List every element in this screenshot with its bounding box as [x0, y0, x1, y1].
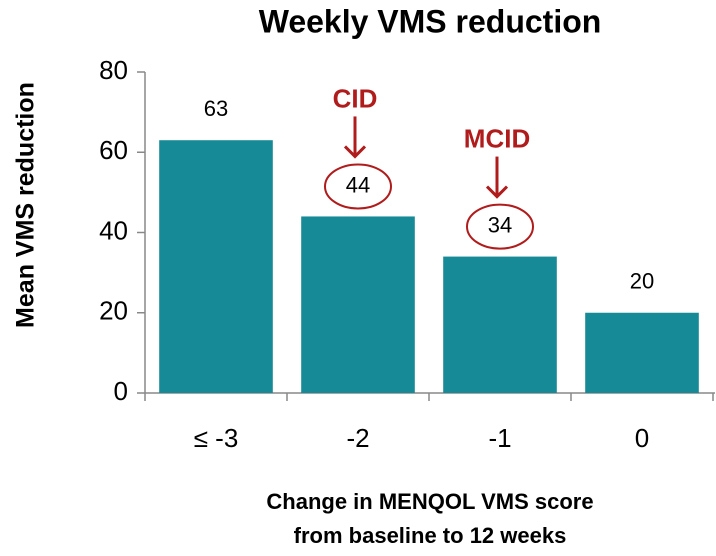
- y-tick-label: 80: [99, 55, 128, 85]
- x-axis-title: Change in MENQOL VMS score: [266, 489, 593, 514]
- value-label: 44: [346, 172, 370, 197]
- y-tick-label: 40: [99, 215, 128, 245]
- bar: [443, 256, 557, 393]
- label-circle: [466, 203, 534, 250]
- y-axis-title: Mean VMS reduction: [12, 82, 40, 328]
- bar: [585, 312, 699, 393]
- y-tick-label: 0: [114, 376, 128, 406]
- x-tick-label: 0: [635, 423, 649, 453]
- arrow-head: [485, 185, 509, 199]
- annotation: CID: [333, 83, 378, 113]
- value-label: 20: [630, 269, 654, 294]
- annotation: MCID: [464, 123, 530, 153]
- bar: [301, 216, 415, 393]
- y-tick-label: 20: [99, 296, 128, 326]
- arrow-head: [343, 145, 367, 159]
- x-tick-label: -2: [346, 423, 369, 453]
- y-tick-label: 60: [99, 135, 128, 165]
- bar: [159, 140, 273, 393]
- value-label: 34: [488, 212, 512, 237]
- chart-title: Weekly VMS reduction: [259, 3, 602, 39]
- x-axis-title: from baseline to 12 weeks: [294, 523, 567, 548]
- value-label: 63: [204, 96, 228, 121]
- x-tick-label: -1: [488, 423, 511, 453]
- x-tick-label: ≤ -3: [194, 423, 239, 453]
- label-circle: [324, 163, 392, 210]
